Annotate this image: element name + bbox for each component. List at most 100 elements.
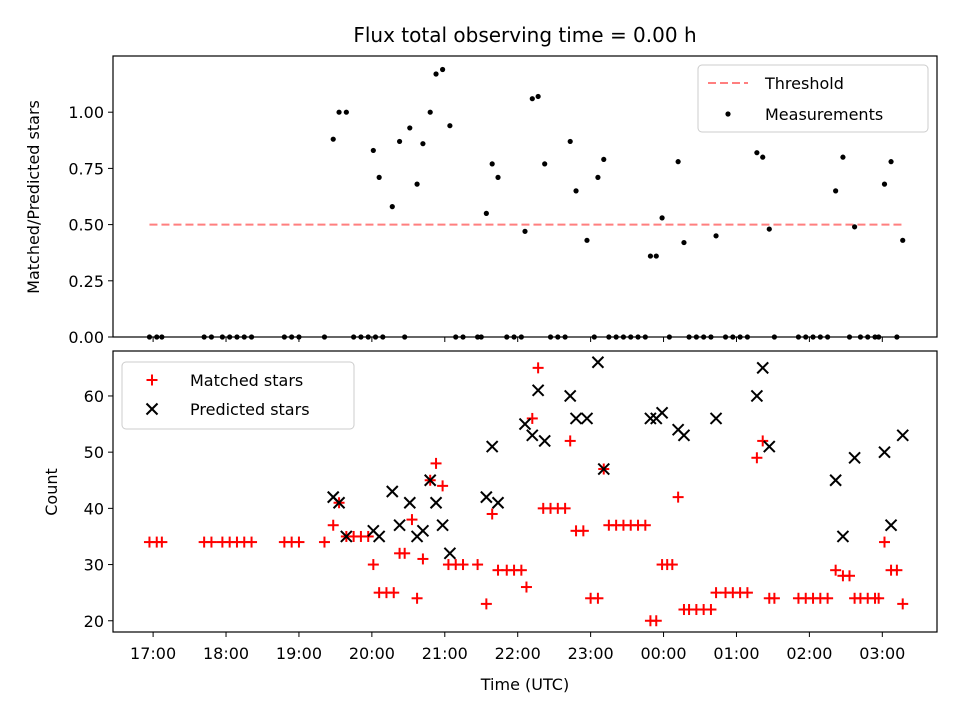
predicted-star-point	[491, 496, 505, 509]
measurement-point	[833, 188, 839, 194]
measurement-point	[407, 125, 413, 131]
top-legend: Threshold Measurements	[697, 64, 929, 133]
predicted-star-point	[655, 406, 669, 420]
predicted-star-point	[429, 496, 443, 509]
matched-star-point	[480, 598, 492, 610]
predicted-star-point-b	[709, 412, 723, 425]
predicted-star-point-b	[436, 519, 449, 532]
measurement-point	[495, 174, 501, 180]
measurement-point	[659, 215, 665, 221]
predicted-star-point-b	[327, 490, 340, 504]
predicted-star-point	[372, 530, 386, 543]
measurement-point	[584, 237, 590, 243]
matched-legend-marker	[146, 374, 158, 386]
predicted-star-point	[518, 417, 532, 431]
predicted-star-point-b	[644, 412, 657, 425]
predicted-star-point-b	[878, 445, 891, 459]
measurement-point	[653, 253, 659, 259]
measurement-point	[900, 237, 906, 243]
x-tick-label: 01:00	[713, 644, 759, 663]
predicted-star-point-b	[763, 440, 776, 453]
measurement-point	[542, 161, 548, 167]
predicted-star-point	[564, 389, 577, 403]
predicted-star-point	[423, 474, 437, 487]
predicted-legend-glyph	[145, 402, 159, 416]
measurement-point	[389, 204, 395, 210]
measurement-point	[681, 239, 687, 246]
measurement-point	[567, 138, 573, 145]
measurement-point	[433, 71, 439, 77]
predicted-star-point-b	[896, 429, 909, 442]
matched-star-point	[897, 598, 909, 610]
measurement-point	[414, 181, 420, 187]
predicted-star-point-b	[597, 462, 610, 476]
predicted-star-point	[416, 524, 430, 538]
x-tick-label: 17:00	[130, 644, 176, 663]
predicted-star-point-b	[569, 412, 583, 425]
measurements-legend-label: Measurements	[765, 105, 883, 124]
predicted-legend-label: Predicted stars	[190, 400, 310, 419]
predicted-star-point	[709, 412, 723, 425]
predicted-star-point-b	[372, 530, 386, 543]
measurement-point	[529, 96, 535, 102]
x-tick-label: 00:00	[640, 644, 686, 663]
matched-star-point	[757, 435, 769, 447]
predicted-star-point-b	[829, 474, 842, 487]
top-y-ticks: 0.00 0.25 0.50 0.75 1.00	[68, 103, 113, 347]
measurement-point	[330, 136, 336, 142]
bottom-legend-box	[121, 361, 355, 430]
predicted-star-point	[436, 519, 449, 532]
predicted-star-point-b	[538, 434, 551, 448]
x-tick-label: 23:00	[568, 644, 614, 663]
predicted-star-point-b	[386, 485, 399, 498]
matched-star-point	[564, 435, 576, 447]
predicted-star-point	[485, 440, 499, 453]
measurement-point	[754, 150, 760, 156]
measurement-point	[852, 224, 858, 230]
predicted-legend-marker	[145, 402, 159, 416]
predicted-star-point	[526, 429, 539, 442]
matched-star-point	[891, 564, 903, 576]
matched-star-point	[437, 480, 449, 492]
measurement-point	[420, 141, 426, 147]
matched-star-point	[520, 581, 532, 593]
predicted-star-point-b	[518, 417, 532, 431]
predicted-star-point	[531, 384, 545, 397]
predicted-star-point	[580, 412, 594, 425]
threshold-legend-label: Threshold	[764, 74, 844, 93]
matched-star-point	[246, 536, 258, 548]
y-tick-label: 60	[84, 387, 104, 406]
bottom-y-axis-label: Count	[42, 468, 61, 516]
matched-star-point	[430, 457, 442, 469]
predicted-star-point	[878, 445, 891, 459]
matched-star-point	[639, 519, 651, 531]
matched-star-point	[406, 514, 418, 526]
predicted-star-point	[386, 485, 399, 498]
predicted-star-point-b	[480, 490, 493, 504]
y-tick-label: 30	[84, 556, 104, 575]
y-tick-label: 0.75	[68, 159, 104, 178]
top-y-axis-label: Matched/Predicted stars	[24, 100, 43, 294]
predicted-star-point-b	[416, 524, 430, 538]
predicted-star-point-b	[655, 406, 669, 420]
predicted-star-point-b	[332, 496, 346, 509]
x-tick-label: 03:00	[859, 644, 905, 663]
predicted-star-point-b	[884, 519, 898, 532]
x-tick-label: 20:00	[349, 644, 395, 663]
measurement-point	[376, 174, 382, 180]
predicted-star-point-b	[531, 384, 545, 397]
predicted-star-point	[443, 547, 457, 560]
predicted-star-point-b	[393, 519, 406, 532]
matched-star-point	[156, 536, 168, 548]
predicted-star-point	[480, 490, 493, 504]
predicted-star-point-b	[591, 356, 605, 369]
measurement-point	[336, 109, 342, 115]
predicted-star-point	[884, 519, 898, 532]
predicted-star-point-b	[836, 530, 850, 543]
predicted-star-point-b	[564, 389, 577, 403]
predicted-star-point	[756, 361, 769, 375]
measurement-point	[760, 154, 766, 160]
predicted-star-point-b	[848, 451, 861, 464]
predicted-star-point-b	[340, 530, 353, 543]
bottom-plot-area	[143, 356, 909, 627]
